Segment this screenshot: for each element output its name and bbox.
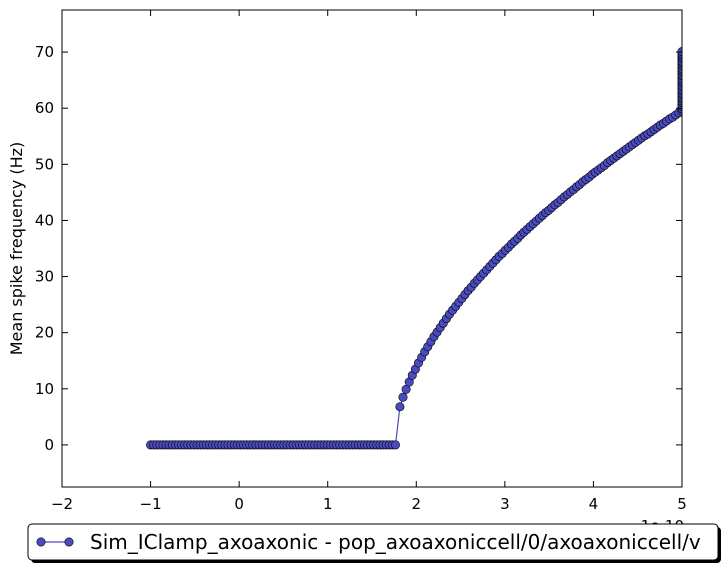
y-axis-label: Mean spike frequency (Hz)	[7, 142, 26, 356]
x-tick-label: 0	[234, 495, 244, 513]
y-tick-label: 50	[35, 155, 54, 173]
y-tick-label: 60	[35, 99, 54, 117]
data-point	[395, 402, 405, 412]
legend[interactable]: Sim_IClamp_axoaxonic - pop_axoaxoniccell…	[27, 523, 721, 563]
x-tick-label: 4	[589, 495, 599, 513]
data-point	[398, 392, 408, 402]
x-tick-label: −1	[140, 495, 162, 513]
x-tick-label: 1	[323, 495, 333, 513]
x-tick-label: 3	[500, 495, 510, 513]
y-tick-label: 40	[35, 211, 54, 229]
y-tick-label: 70	[35, 43, 54, 61]
legend-marker-swatch	[64, 537, 74, 547]
data-point	[390, 440, 400, 450]
x-tick-label: 5	[677, 495, 687, 513]
legend-entry-label: Sim_IClamp_axoaxonic - pop_axoaxoniccell…	[90, 530, 701, 554]
plot-area	[146, 47, 682, 450]
x-tick-label: −2	[51, 495, 73, 513]
plot-frame	[61, 9, 683, 488]
x-tick-label: 2	[412, 495, 422, 513]
legend-box	[27, 523, 719, 561]
y-tick-label: 10	[35, 380, 54, 398]
series-line	[150, 51, 682, 446]
y-tick-label: 20	[35, 324, 54, 342]
y-tick-label: 30	[35, 268, 54, 286]
legend-marker-swatch	[36, 537, 46, 547]
y-tick-label: 0	[44, 436, 54, 454]
